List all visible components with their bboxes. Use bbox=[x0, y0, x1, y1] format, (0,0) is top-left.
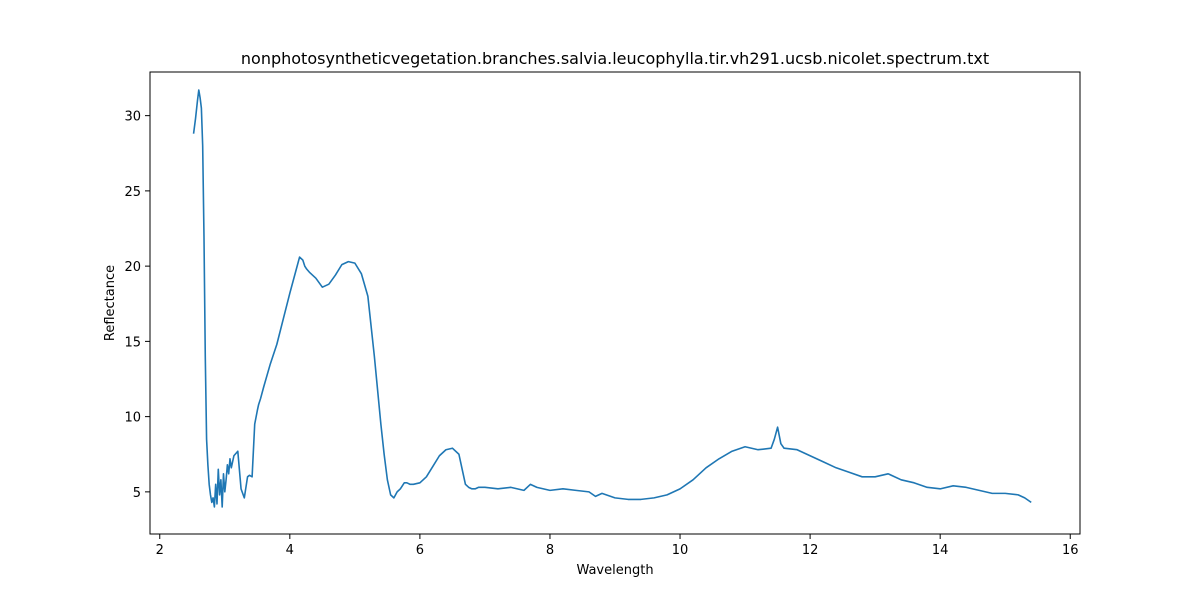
x-tick-label: 2 bbox=[156, 543, 164, 558]
x-tick-label: 4 bbox=[286, 543, 294, 558]
y-tick-label: 30 bbox=[124, 110, 141, 125]
y-axis-label: Reflectance bbox=[103, 265, 118, 341]
x-tick-label: 10 bbox=[672, 543, 689, 558]
y-tick-label: 5 bbox=[133, 486, 141, 501]
x-tick-label: 12 bbox=[802, 543, 819, 558]
x-axis-label: Wavelength bbox=[576, 563, 653, 578]
axes-frame bbox=[149, 71, 1081, 535]
plot-area bbox=[192, 89, 1032, 508]
y-tick-label: 20 bbox=[124, 260, 141, 275]
series-line bbox=[192, 89, 1032, 508]
y-tick-label: 25 bbox=[124, 185, 141, 200]
x-tick-label: 6 bbox=[416, 543, 424, 558]
x-tick-label: 16 bbox=[1062, 543, 1079, 558]
y-tick-label: 10 bbox=[124, 411, 141, 426]
y-tick-label: 15 bbox=[124, 335, 141, 350]
x-axis: 2 4 6 8 10 12 14 16 bbox=[156, 534, 1079, 558]
chart-title: nonphotosyntheticvegetation.branches.sal… bbox=[241, 49, 989, 68]
x-tick-label: 8 bbox=[546, 543, 554, 558]
y-axis: 5 10 15 20 25 30 bbox=[124, 110, 150, 501]
x-tick-label: 14 bbox=[932, 543, 949, 558]
